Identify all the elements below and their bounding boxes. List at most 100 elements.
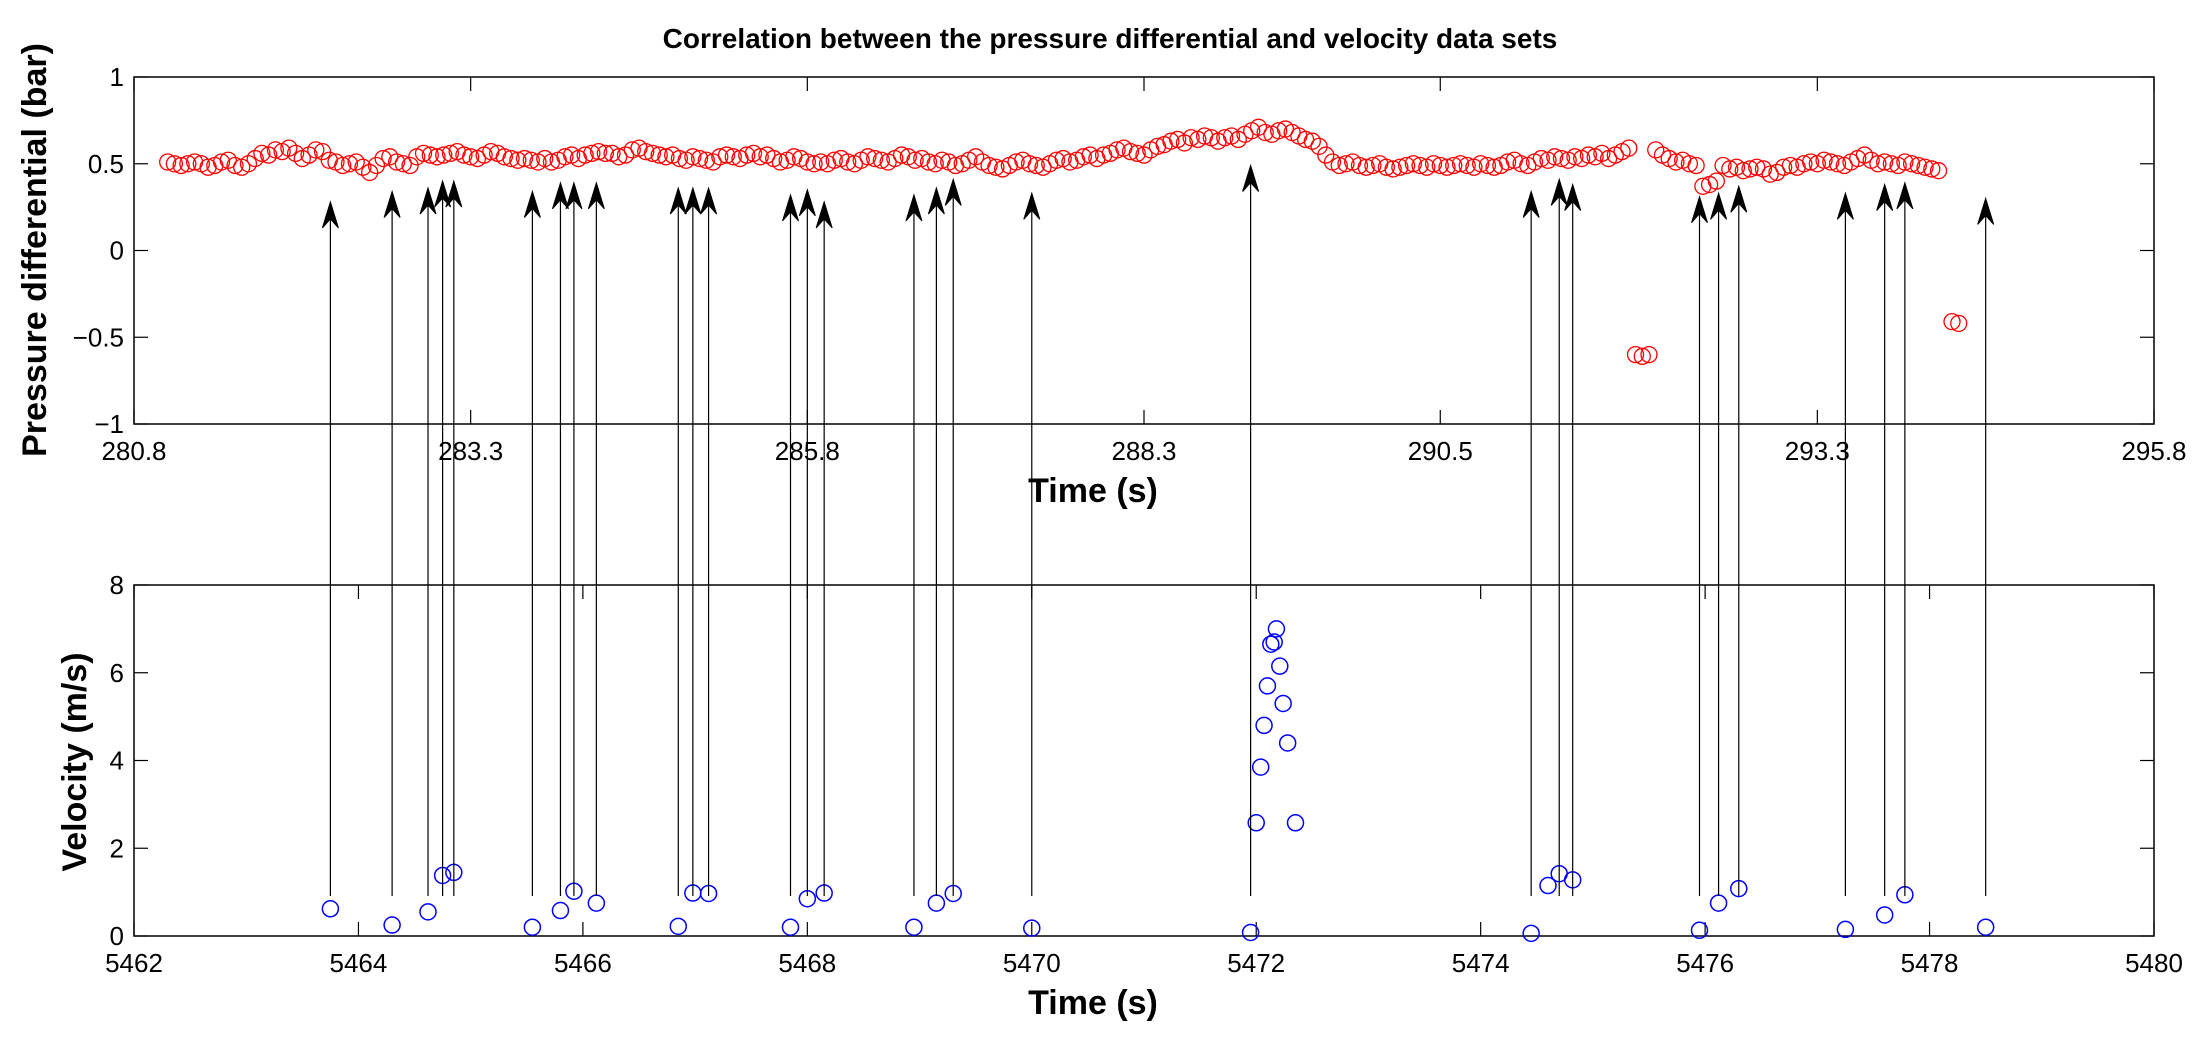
- pressure-point: [1761, 165, 1779, 183]
- pressure-point: [1869, 155, 1887, 173]
- correlation-arrow-head: [1836, 191, 1854, 220]
- pressure-x-ticks: 280.8 283.3 285.8 288.3 290.5 293.3 295.8: [101, 77, 2187, 466]
- pressure-point: [334, 156, 352, 175]
- pressure-point: [414, 144, 433, 162]
- velocity-point: [1265, 633, 1283, 651]
- pressure-point: [435, 146, 453, 164]
- velocity-point: [1875, 906, 1894, 924]
- pressure-point: [1640, 345, 1658, 364]
- pressure-point: [428, 148, 446, 166]
- pressure-x-tick-label: 288.3: [1111, 436, 1176, 466]
- pressure-point: [1909, 156, 1927, 175]
- pressure-point: [441, 144, 460, 162]
- pressure-point: [1007, 153, 1025, 171]
- pressure-point: [1896, 153, 1914, 171]
- velocity-point: [781, 918, 800, 936]
- pressure-x-tick-label: 290.5: [1408, 436, 1473, 466]
- pressure-point: [179, 155, 197, 173]
- pressure-point: [1828, 155, 1847, 173]
- velocity-x-tick-label: 5472: [1227, 948, 1285, 978]
- pressure-point: [1633, 347, 1651, 365]
- pressure-point: [872, 151, 891, 169]
- pressure-point: [1431, 156, 1449, 175]
- correlation-arrow-head: [1876, 182, 1894, 211]
- pressure-point: [1330, 156, 1348, 175]
- pressure-point: [906, 151, 924, 169]
- correlation-arrow-head: [551, 181, 569, 210]
- pressure-point: [300, 146, 318, 164]
- pressure-point: [1923, 160, 1941, 178]
- velocity-point: [419, 903, 437, 921]
- correlation-arrow-head: [1710, 191, 1728, 220]
- pressure-point: [1929, 162, 1948, 180]
- pressure-point: [1620, 139, 1638, 157]
- pressure-point: [1411, 156, 1429, 175]
- pressure-point: [1027, 156, 1045, 175]
- correlation-arrow-head: [684, 186, 702, 215]
- pressure-point: [1741, 160, 1759, 178]
- pressure-point: [340, 155, 359, 173]
- velocity-point: [321, 900, 340, 918]
- pressure-point: [1532, 149, 1550, 168]
- pressure-point: [1175, 134, 1194, 152]
- pressure-point: [1397, 156, 1416, 175]
- velocity-x-tick-label: 5478: [1901, 948, 1959, 978]
- velocity-point: [1258, 677, 1277, 695]
- correlation-arrow-head: [1977, 196, 1995, 225]
- velocity-x-tick-label: 5474: [1452, 948, 1510, 978]
- correlation-arrow-head: [565, 181, 583, 210]
- pressure-point: [522, 151, 540, 169]
- pressure-point: [1546, 148, 1564, 166]
- pressure-point: [1451, 155, 1470, 173]
- pressure-point: [212, 153, 231, 171]
- pressure-point: [361, 163, 379, 182]
- pressure-point: [839, 153, 857, 171]
- velocity-point: [1836, 920, 1855, 939]
- pressure-point: [347, 153, 365, 171]
- pressure-point: [670, 149, 689, 168]
- pressure-x-tick-label: 283.3: [438, 436, 503, 466]
- pressure-point: [1162, 132, 1180, 150]
- pressure-point: [1626, 345, 1645, 364]
- pressure-point: [1734, 162, 1752, 180]
- pressure-point: [711, 148, 729, 166]
- velocity-point: [669, 917, 688, 936]
- pressure-point: [1855, 146, 1874, 164]
- correlation-arrow-head: [1023, 191, 1041, 220]
- pressure-point: [495, 148, 513, 166]
- velocity-point: [1522, 924, 1540, 943]
- pressure-point: [1357, 158, 1375, 176]
- pressure-point: [1707, 172, 1725, 190]
- correlation-arrow-head: [1896, 181, 1914, 210]
- velocity-point: [383, 916, 401, 934]
- pressure-point: [583, 144, 601, 162]
- velocity-point: [1278, 734, 1297, 752]
- pressure-point: [717, 146, 736, 164]
- pressure-point: [509, 151, 527, 169]
- pressure-point: [1121, 142, 1140, 161]
- pressure-point: [1377, 158, 1396, 176]
- pressure-point: [1667, 153, 1685, 171]
- pressure-point: [623, 141, 641, 159]
- pressure-point: [239, 155, 258, 173]
- velocity-point: [1241, 923, 1260, 942]
- pressure-point: [1317, 146, 1335, 164]
- velocity-x-tick-label: 5480: [2125, 948, 2183, 978]
- velocity-point: [1255, 716, 1273, 735]
- pressure-point: [1902, 155, 1921, 173]
- pressure-point: [226, 156, 244, 175]
- correlation-arrow-head: [798, 188, 816, 217]
- velocity-point: [1286, 814, 1305, 832]
- pressure-y-ticks: −1 −0.5 0 0.5 1: [73, 62, 2154, 439]
- pressure-point: [724, 148, 742, 166]
- pressure-point: [165, 155, 184, 173]
- velocity-point: [1023, 919, 1041, 937]
- velocity-point: [1267, 620, 1286, 638]
- pressure-point: [1229, 130, 1247, 149]
- pressure-point: [1310, 137, 1328, 156]
- velocity-x-tick-label: 5476: [1676, 948, 1734, 978]
- pressure-point: [1445, 156, 1463, 175]
- pressure-point: [798, 153, 816, 171]
- correlation-arrow-head: [1691, 195, 1708, 224]
- pressure-point: [280, 139, 298, 157]
